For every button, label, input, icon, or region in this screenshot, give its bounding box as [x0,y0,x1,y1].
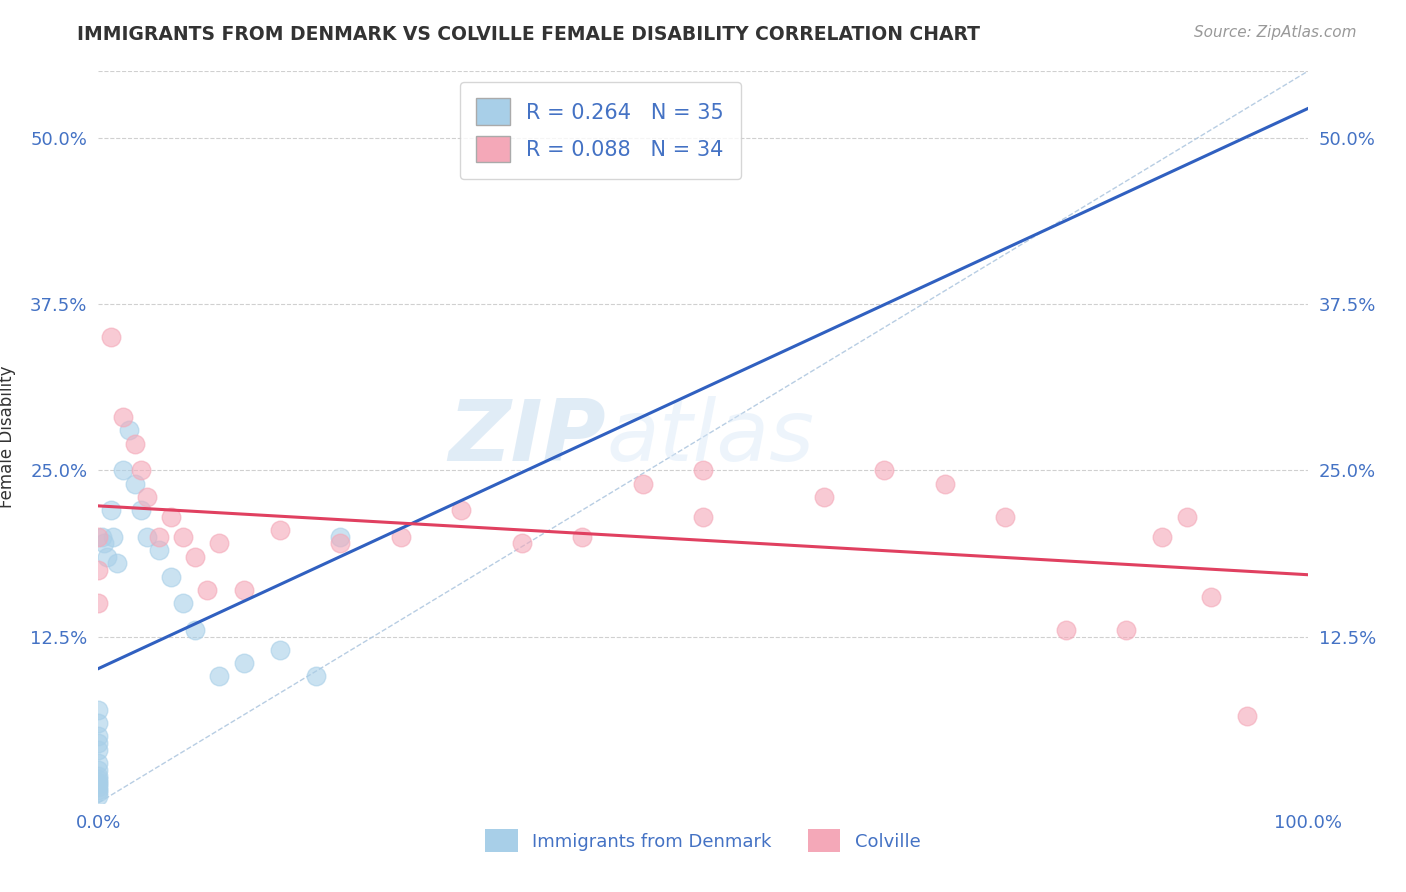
Point [1199,590,1222,604]
Point [1115,623,1137,637]
Point [631,476,654,491]
Point [118,424,141,438]
Point [87,530,110,544]
Point [135,490,157,504]
Point [1152,530,1174,544]
Point [172,596,194,610]
Point [111,463,134,477]
Point [450,503,472,517]
Text: IMMIGRANTS FROM DENMARK VS COLVILLE FEMALE DISABILITY CORRELATION CHART: IMMIGRANTS FROM DENMARK VS COLVILLE FEMA… [77,25,980,44]
Point [692,463,714,477]
Point [96,549,118,564]
Legend: Immigrants from Denmark, Colville: Immigrants from Denmark, Colville [478,822,928,860]
Y-axis label: Female Disability: Female Disability [0,366,15,508]
Point [87,777,110,791]
Point [813,490,835,504]
Point [87,763,110,777]
Point [195,582,218,597]
Text: atlas: atlas [606,395,814,479]
Point [124,436,146,450]
Point [100,330,122,344]
Text: ZIP: ZIP [449,395,606,479]
Point [510,536,533,550]
Point [148,530,170,544]
Point [172,530,194,544]
Point [87,782,110,797]
Point [329,530,352,544]
Point [87,774,110,789]
Text: Source: ZipAtlas.com: Source: ZipAtlas.com [1194,25,1357,40]
Point [305,669,328,683]
Point [232,582,254,597]
Point [571,530,593,544]
Point [148,543,170,558]
Point [184,623,207,637]
Point [87,772,110,786]
Point [1175,509,1198,524]
Point [1236,709,1258,723]
Point [87,785,110,799]
Point [389,530,412,544]
Point [129,503,152,517]
Point [692,509,714,524]
Point [994,509,1017,524]
Point [91,530,114,544]
Point [208,536,231,550]
Point [87,780,110,794]
Point [87,789,110,804]
Point [111,410,134,425]
Point [93,536,115,550]
Point [160,509,183,524]
Point [232,656,254,670]
Point [105,557,128,571]
Point [101,530,124,544]
Point [1054,623,1077,637]
Point [87,703,110,717]
Point [87,596,110,610]
Point [129,463,152,477]
Point [873,463,896,477]
Point [124,476,146,491]
Point [87,756,110,770]
Point [269,643,291,657]
Point [87,769,110,783]
Point [87,729,110,743]
Point [135,530,157,544]
Point [160,570,183,584]
Point [87,736,110,750]
Point [329,536,352,550]
Point [269,523,291,537]
Point [934,476,956,491]
Point [100,503,122,517]
Point [184,549,207,564]
Point [87,563,110,577]
Point [208,669,231,683]
Point [87,742,110,756]
Point [87,716,110,731]
